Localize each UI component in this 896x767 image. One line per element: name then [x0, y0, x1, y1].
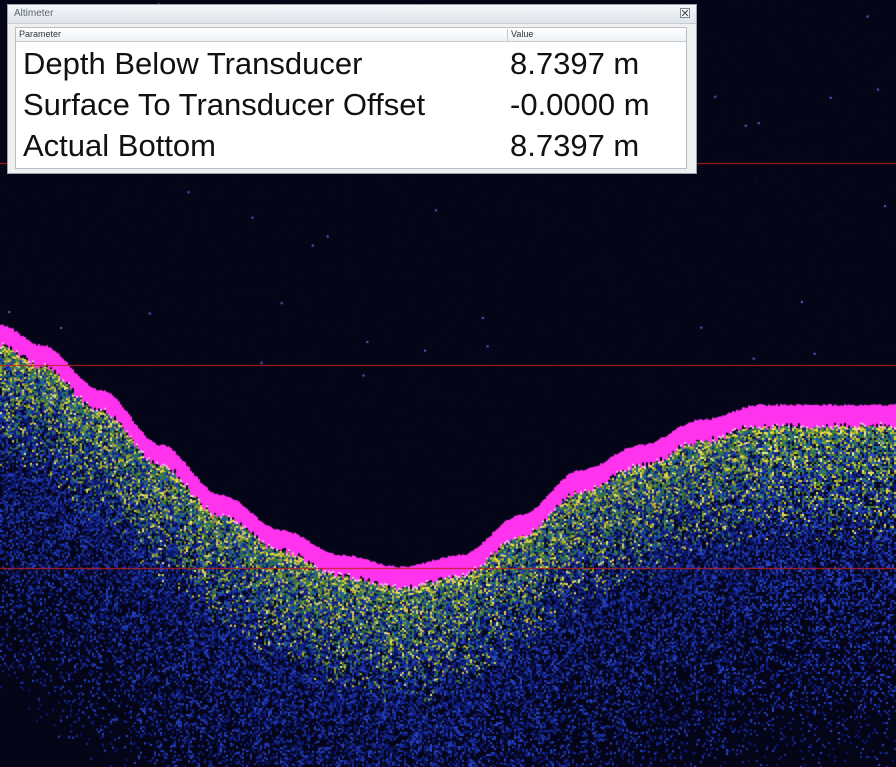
window-title: Altimeter	[14, 8, 54, 19]
row-parameter: Actual Bottom	[23, 128, 216, 163]
table-header: Parameter Value	[16, 28, 686, 42]
column-header-parameter[interactable]: Parameter	[19, 29, 62, 39]
row-parameter: Depth Below Transducer	[23, 46, 363, 81]
row-parameter: Surface To Transducer Offset	[23, 87, 426, 122]
table-row[interactable]: Depth Below Transducer 8.7397 m	[16, 42, 686, 83]
column-divider[interactable]	[507, 29, 508, 42]
row-value: -0.0000 m	[510, 87, 650, 122]
table-row[interactable]: Surface To Transducer Offset -0.0000 m	[16, 83, 686, 124]
row-value: 8.7397 m	[510, 128, 640, 163]
altimeter-window[interactable]: Altimeter Parameter Value Depth Below Tr…	[7, 4, 697, 174]
table-row[interactable]: Actual Bottom 8.7397 m	[16, 124, 686, 165]
close-icon[interactable]	[680, 8, 690, 18]
window-titlebar[interactable]: Altimeter	[8, 5, 696, 24]
row-value: 8.7397 m	[510, 46, 640, 81]
altimeter-table: Parameter Value Depth Below Transducer 8…	[15, 27, 687, 169]
column-header-value[interactable]: Value	[511, 29, 534, 39]
